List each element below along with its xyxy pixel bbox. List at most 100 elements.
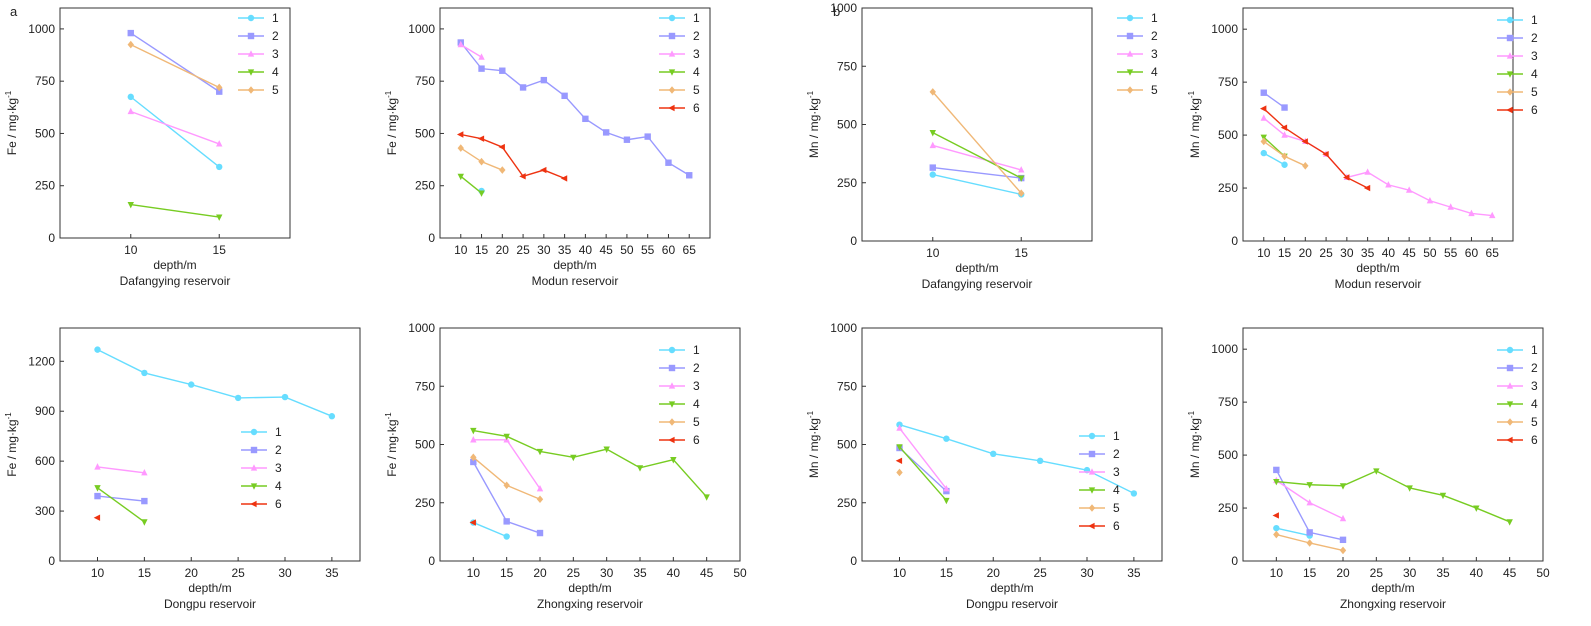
legend-marker [668,364,676,372]
legend-marker [250,428,258,436]
x-tick-label: 45 [599,243,613,257]
series-line [898,427,947,490]
x-tick-label: 20 [987,566,1001,580]
legend-label: 6 [693,433,700,447]
legend-marker [668,418,676,426]
data-point [470,453,477,462]
data-point [1273,530,1280,539]
legend-marker [247,14,255,22]
data-point [519,84,527,91]
legend-label: 4 [1531,397,1538,411]
plot-frame [861,7,1093,242]
data-point [127,201,134,209]
x-tick-label: 65 [1486,246,1500,260]
x-tick-label: 30 [278,566,292,580]
legend: 1 2 3 4 6 [241,425,282,511]
data-point [478,65,485,72]
data-point [478,157,485,166]
data-point [503,433,510,441]
x-tick-label: 40 [1470,566,1484,580]
x-tick-label: 10 [91,566,105,580]
legend-marker [668,69,676,76]
series-1 [929,171,1025,198]
y-axis-label: Fe / mg·kg-1 [384,90,399,155]
legend-marker [668,401,676,408]
data-point [1281,104,1288,111]
y-tick-label: 250 [415,496,435,510]
data-point [457,40,464,48]
y-axis-label: Fe / mg·kg-1 [384,412,399,477]
series-line [932,166,1022,179]
legend-marker [1506,71,1514,78]
legend-marker [668,382,676,389]
x-tick-label: 15 [1015,246,1029,260]
data-point [896,444,903,451]
legend-marker [250,464,258,471]
chart-title: Dafangying reservoir [922,277,1033,291]
legend-label: 6 [693,101,700,115]
x-tick-label: 50 [1536,566,1550,580]
legend-label: 1 [1151,11,1158,25]
data-point [929,130,936,137]
data-point [498,143,505,151]
legend-label: 3 [1151,47,1158,61]
x-tick-label: 25 [567,566,581,580]
data-point [1301,138,1308,145]
y-tick-label: 1000 [830,1,857,15]
series-6 [895,457,903,465]
y-axis-label: Mn / mg·kg-1 [1187,90,1202,158]
data-point [503,481,510,490]
data-point [1373,468,1380,475]
series-line [1276,470,1510,523]
data-point [1343,174,1350,181]
series-line [97,487,145,523]
series-6 [1272,512,1279,519]
series-2 [94,492,148,505]
x-tick-label: 25 [516,243,530,257]
series-3 [94,463,148,476]
series-line [130,43,220,89]
data-point [127,93,134,101]
data-point [896,424,903,431]
legend-label: 6 [1531,433,1538,447]
data-point [1385,181,1392,188]
y-tick-label: 500 [1218,128,1238,142]
legend-label: 5 [693,83,700,97]
x-tick-label: 40 [667,566,681,580]
legend-label: 2 [693,29,700,43]
data-point [1260,137,1267,146]
series-line [1263,108,1368,189]
legend-marker [668,32,676,40]
legend-label: 6 [275,497,282,511]
series-2 [457,39,693,179]
y-tick-label: 500 [837,438,857,452]
data-point [216,163,223,171]
legend-label: 3 [1531,379,1538,393]
data-point [1036,457,1044,465]
legend-marker [1506,382,1514,389]
plot-frame [1242,7,1514,242]
legend-marker [1088,468,1096,475]
data-point [929,88,936,96]
y-tick-label: 500 [415,126,435,140]
x-tick-label: 20 [496,243,510,257]
legend-label: 2 [1531,361,1538,375]
data-point [990,450,997,458]
chart-title: Zhongxing reservoir [537,597,643,611]
data-point [1426,196,1434,204]
data-point [1364,168,1371,175]
y-axis-label: Fe / mg·kg-1 [4,412,19,477]
x-tick-label: 35 [325,566,339,580]
data-point [470,458,477,466]
y-tick-label: 750 [415,379,435,393]
legend-label: 3 [1113,465,1120,479]
series-5 [457,144,506,174]
x-tick-label: 50 [733,566,747,580]
data-point [1281,152,1288,161]
legend-label: 4 [1531,67,1538,81]
y-tick-label: 500 [1218,448,1238,462]
legend-label: 1 [693,343,700,357]
chart-panel: 0 300 600 900 1200 10 15 20 25 30 35 depth/m Dongpu … [4,327,361,611]
legend-marker [1506,52,1514,59]
